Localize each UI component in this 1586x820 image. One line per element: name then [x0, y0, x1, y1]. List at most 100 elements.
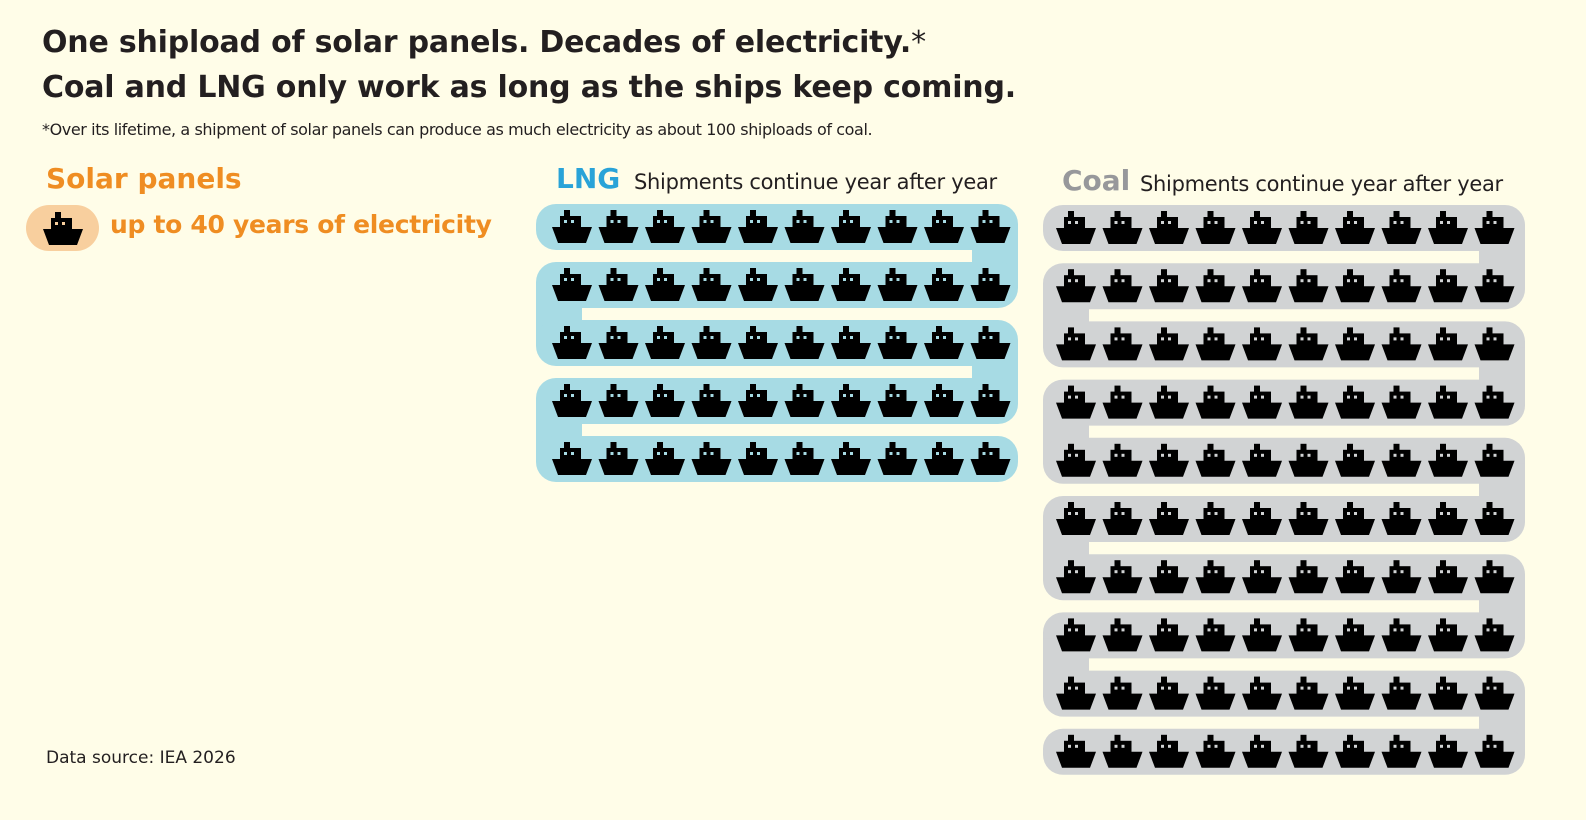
ship-icon: [645, 384, 685, 417]
ship-icon: [1102, 211, 1143, 244]
ship-icon: [1428, 618, 1468, 652]
ship-icon: [1149, 676, 1189, 710]
ship-icon: [1149, 560, 1189, 594]
ship-icon: [1056, 443, 1096, 477]
ship-icon: [1288, 385, 1329, 419]
ship-icon: [924, 326, 964, 359]
ship-icon: [738, 210, 778, 243]
ship-icon: [1056, 734, 1096, 768]
ship-icon: [691, 442, 732, 475]
ship-icon: [1056, 327, 1096, 361]
ship-icon: [1288, 618, 1329, 652]
ship-icon: [1149, 269, 1189, 303]
ship-icon: [924, 384, 964, 417]
ship-icon: [645, 442, 685, 475]
ship-icon: [1474, 211, 1515, 244]
ship-icon: [970, 210, 1011, 243]
ship-icon: [691, 384, 732, 417]
ship-icon: [645, 268, 685, 301]
ship-icon: [1242, 734, 1282, 768]
ship-icon: [1102, 676, 1143, 710]
ship-icon: [1428, 443, 1468, 477]
ship-icon: [831, 326, 871, 359]
ship-icon: [1195, 211, 1236, 244]
ship-icon: [831, 210, 871, 243]
ship-icon: [1195, 269, 1236, 303]
ship-icon: [1474, 327, 1515, 361]
ship-icon: [784, 326, 825, 359]
ship-icon: [877, 442, 918, 475]
ship-icon: [1056, 502, 1096, 535]
ship-icon: [1335, 560, 1375, 594]
ship-icon: [1381, 443, 1422, 477]
ship-icon: [552, 326, 592, 359]
ship-icon: [1149, 734, 1189, 768]
ship-icon: [645, 210, 685, 243]
ship-icon: [1102, 385, 1143, 419]
ship-icon: [1102, 734, 1143, 768]
ship-icon: [1474, 385, 1515, 419]
ship-icon: [1428, 676, 1468, 710]
ship-icon: [1288, 327, 1329, 361]
ship-icon: [1474, 676, 1515, 710]
ship-icon: [1102, 502, 1143, 535]
ship-icon: [970, 326, 1011, 359]
ship-icon: [1056, 269, 1096, 303]
ship-icon: [1335, 443, 1375, 477]
ship-icon: [598, 326, 639, 359]
solar-panels-heading: Solar panels: [46, 162, 242, 195]
data-source: Data source: IEA 2026: [46, 748, 236, 768]
ship-icon: [1102, 560, 1143, 594]
title-line-1: One shipload of solar panels. Decades of…: [42, 25, 926, 60]
ship-icon: [1149, 443, 1189, 477]
ship-icon: [1195, 385, 1236, 419]
ship-icon: [1195, 676, 1236, 710]
ship-icon: [1428, 269, 1468, 303]
ship-icon: [1288, 211, 1329, 244]
ship-icon: [1335, 618, 1375, 652]
title-asterisk: *: [911, 25, 926, 60]
ship-icon: [1195, 502, 1236, 535]
ship-icon: [691, 210, 732, 243]
ship-icon: [1056, 211, 1096, 244]
ship-icon: [924, 268, 964, 301]
ship-icon: [877, 384, 918, 417]
ship-icon: [1381, 502, 1422, 535]
ship-icon: [1056, 560, 1096, 594]
ship-icon: [831, 268, 871, 301]
ship-icon: [1149, 385, 1189, 419]
ship-icon: [1381, 618, 1422, 652]
ship-icon: [738, 442, 778, 475]
ship-icon: [1149, 211, 1189, 244]
ship-icon: [1474, 269, 1515, 303]
ship-icon: [1381, 269, 1422, 303]
ship-icon: [1381, 676, 1422, 710]
ship-icon: [1288, 502, 1329, 535]
ship-icon: [1149, 502, 1189, 535]
ship-icon: [1428, 734, 1468, 768]
ship-icon: [691, 326, 732, 359]
ship-icon: [1242, 327, 1282, 361]
lng-heading: LNG: [556, 162, 621, 195]
ship-icon: [1288, 443, 1329, 477]
ship-icon: [784, 384, 825, 417]
ship-icon: [1149, 327, 1189, 361]
ship-icon: [1056, 676, 1096, 710]
ship-icon: [1474, 502, 1515, 535]
ship-icon: [1335, 385, 1375, 419]
ship-icon: [970, 442, 1011, 475]
ship-icon: [1242, 269, 1282, 303]
ship-icon: [877, 210, 918, 243]
ship-icon: [831, 442, 871, 475]
ship-icon: [970, 384, 1011, 417]
ship-icon: [43, 212, 83, 245]
ship-icon: [877, 268, 918, 301]
ship-icon: [1242, 211, 1282, 244]
ship-icon: [1381, 211, 1422, 244]
ship-icon: [598, 268, 639, 301]
ship-icon: [831, 384, 871, 417]
ship-icon: [784, 210, 825, 243]
ship-icon: [1335, 676, 1375, 710]
ship-icon: [1195, 443, 1236, 477]
